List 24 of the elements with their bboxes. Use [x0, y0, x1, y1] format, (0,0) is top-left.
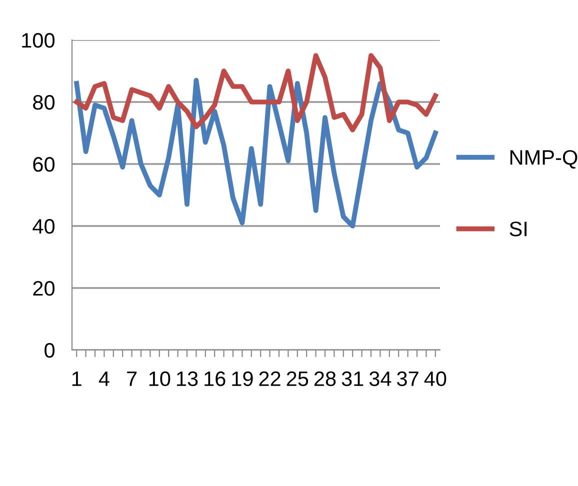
x-tick-label: 34	[369, 371, 392, 386]
x-tick-label: 31	[342, 371, 364, 386]
x-tick-label: 28	[314, 371, 336, 386]
x-tick-label: 40	[424, 371, 446, 386]
x-tick-label: 37	[397, 371, 418, 386]
y-tick-label: 60	[33, 157, 55, 172]
y-tick-label: 20	[33, 281, 55, 296]
line-series	[74, 53, 438, 132]
x-tick-label: 19	[232, 371, 253, 386]
y-tick-label: 0	[44, 343, 55, 358]
x-tick-label: 10	[149, 371, 170, 386]
legend-label: SI	[510, 222, 527, 236]
x-tick-label: 7	[127, 372, 137, 386]
x-tick-label: 4	[98, 372, 110, 386]
line-series	[74, 78, 438, 228]
y-tick-label: 100	[22, 33, 55, 48]
y-tick-label: 80	[33, 95, 55, 110]
y-tick-label: 40	[32, 219, 55, 234]
legend-label: NMP-Q	[510, 150, 578, 169]
x-tick-label: 1	[72, 372, 82, 386]
x-tick-label: 25	[286, 371, 308, 386]
x-tick-label: 22	[259, 371, 280, 386]
x-tick-label: 13	[177, 371, 198, 386]
x-tick-label: 16	[204, 371, 226, 386]
